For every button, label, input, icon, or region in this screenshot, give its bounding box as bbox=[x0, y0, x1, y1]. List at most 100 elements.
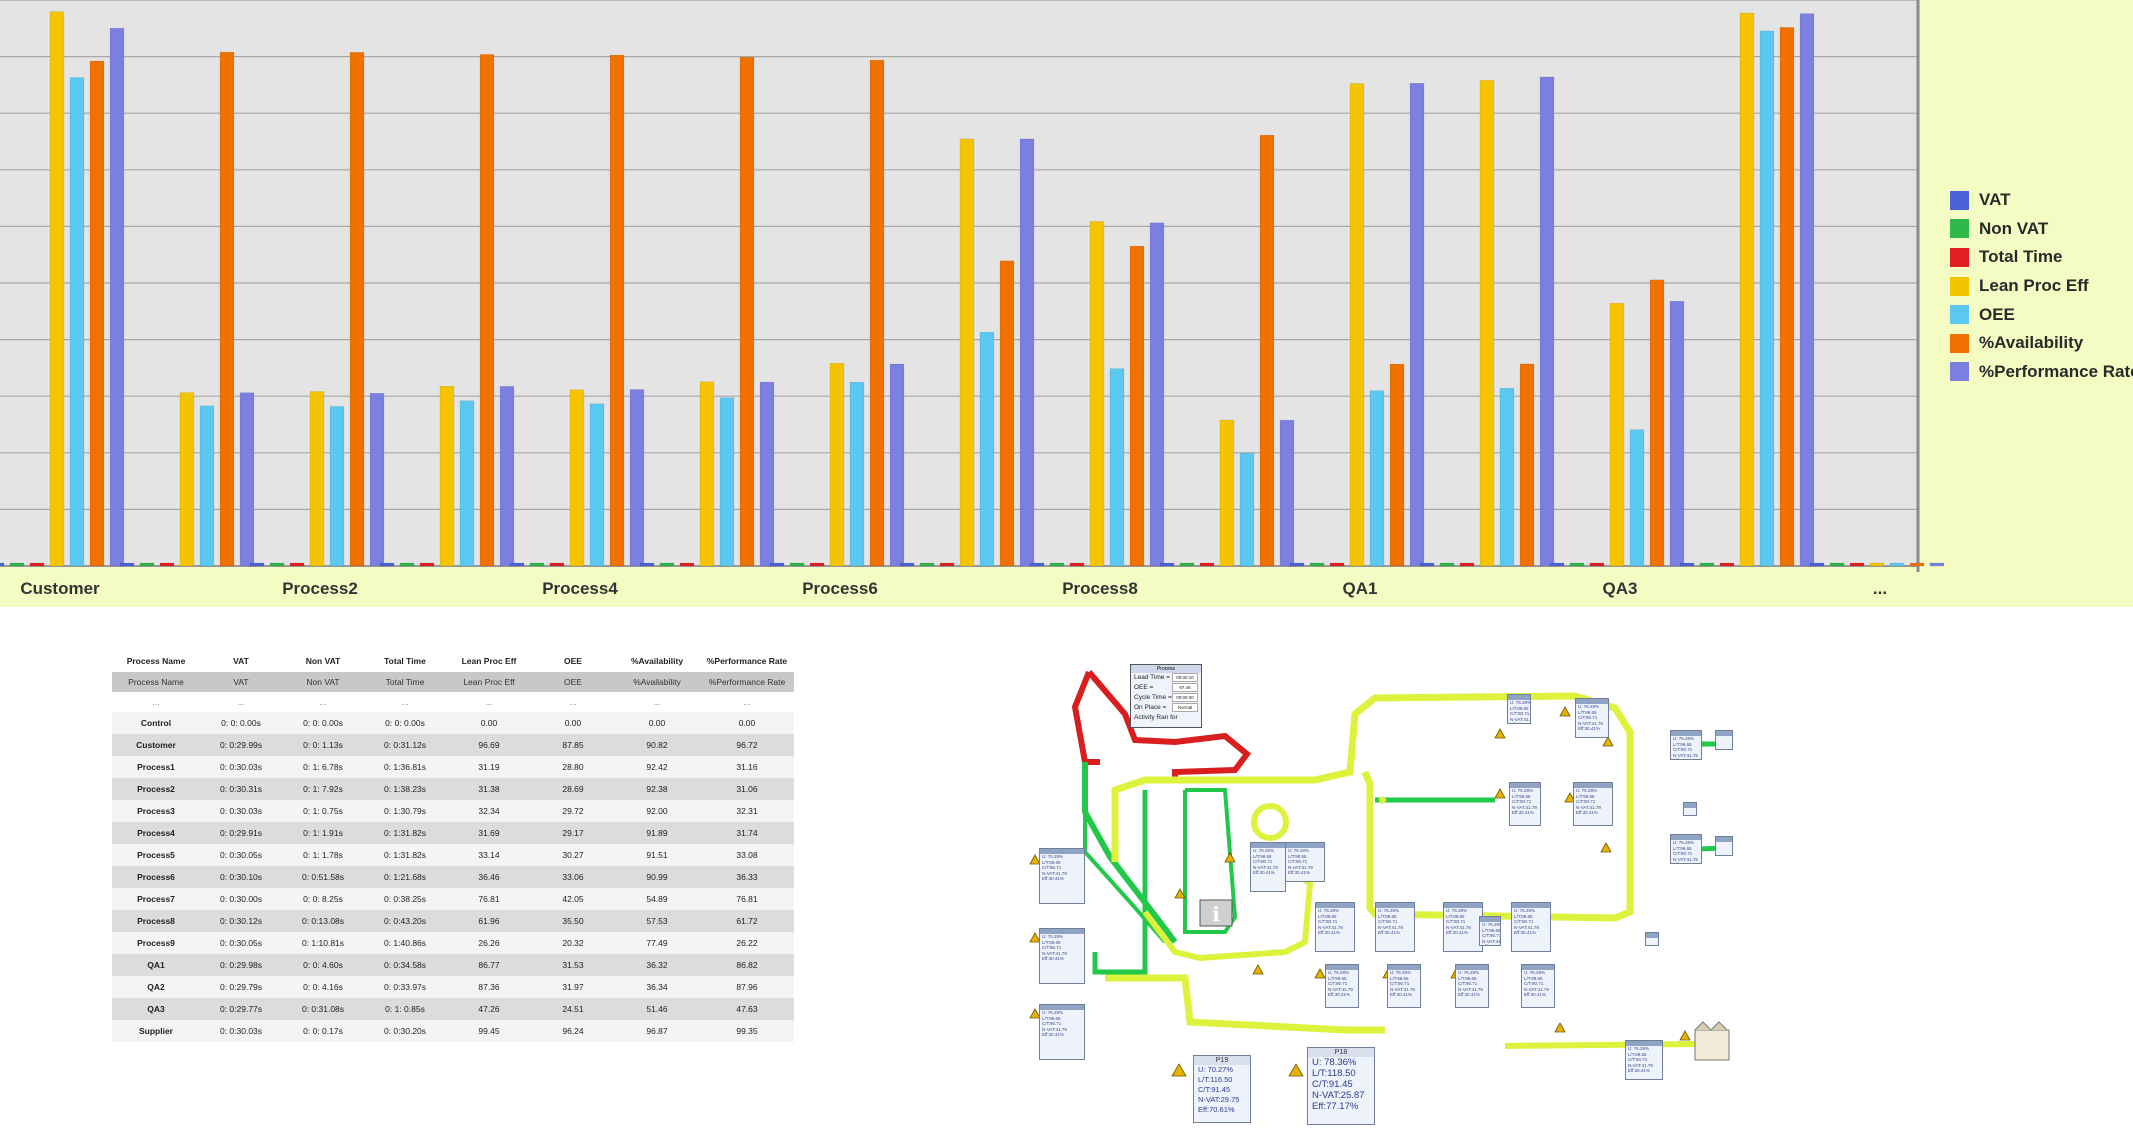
box-line: U: 76.28% bbox=[1042, 934, 1064, 939]
table-cell: 0: 0:30.10s bbox=[200, 866, 282, 888]
box-line: C/T:90.71 bbox=[1458, 981, 1478, 986]
table-cell: 0: 1:30.79s bbox=[364, 800, 446, 822]
bar-lean-proc-eff bbox=[699, 381, 715, 567]
process-box-header bbox=[1626, 1041, 1662, 1046]
bar-total-time bbox=[1459, 562, 1475, 567]
box-line: Eff:30.41% bbox=[1390, 992, 1412, 997]
box-line: C/T:90.71 bbox=[1328, 981, 1348, 986]
box-line: N-VAT:41.79 bbox=[1288, 864, 1313, 870]
table-cell: 0: 1: 6.78s bbox=[282, 756, 364, 778]
box-line: Eff:30.41% bbox=[1671, 758, 1701, 759]
box-line: N-VAT:29.75 bbox=[1198, 1095, 1240, 1104]
warning-icon bbox=[1559, 706, 1571, 717]
table-cell: 86.82 bbox=[700, 954, 794, 976]
legend-label: %Performance Rate bbox=[1979, 361, 2133, 381]
table-cell: 31.16 bbox=[700, 756, 794, 778]
box-line: Eff:30.41% bbox=[1628, 1068, 1650, 1073]
bar-lean-proc-eff bbox=[1479, 80, 1495, 567]
box-line: U: 76.28% bbox=[1576, 788, 1598, 793]
box-line: N-VAT:41.79 bbox=[1576, 804, 1601, 810]
table-row: Control 0: 0: 0.00s 0: 0: 0.00s 0: 0: 0.00s… bbox=[112, 712, 794, 734]
svg-text:i: i bbox=[1212, 902, 1220, 926]
bar-total-time bbox=[679, 562, 695, 567]
bar-total-time bbox=[1849, 562, 1865, 567]
table-cell: 0.00 bbox=[614, 712, 700, 734]
bar-non-vat bbox=[399, 562, 415, 567]
flow-map-canvas: i bbox=[1029, 670, 1730, 1077]
legend-swatch bbox=[1950, 362, 1969, 382]
bar--performance-rate bbox=[1929, 562, 1945, 567]
bar-non-vat bbox=[1309, 562, 1325, 567]
box-line: Eff:30.41% bbox=[1524, 992, 1546, 997]
table-cell: 33.06 bbox=[532, 866, 614, 888]
legend-item: Total Time bbox=[1950, 243, 2133, 272]
process-box-title: P19 bbox=[1194, 1056, 1250, 1065]
warning-icon bbox=[1171, 1063, 1187, 1077]
box-line: N-VAT:41.79 bbox=[1253, 864, 1278, 870]
table-cell: 0: 0:30.12s bbox=[200, 910, 282, 932]
warning-icon bbox=[1564, 792, 1576, 803]
bar--performance-rate bbox=[1019, 138, 1035, 567]
table-cell: 96.72 bbox=[700, 734, 794, 756]
bar--availability bbox=[1259, 134, 1275, 567]
route-yellow bbox=[1504, 1041, 1696, 1049]
box-line: L/T:99.65 bbox=[1514, 913, 1533, 919]
table-cell: Customer bbox=[112, 734, 200, 756]
table-row: QA1 0: 0:29.98s 0: 0: 4.60s 0: 0:34.58s 86.7… bbox=[112, 954, 794, 976]
box-line: L/T:116.50 bbox=[1198, 1075, 1233, 1084]
table-cell: 0: 0:29.91s bbox=[200, 822, 282, 844]
table-cell: 0: 0: 4.16s bbox=[282, 976, 364, 998]
process-box-header bbox=[1040, 849, 1084, 854]
table-cell: 26.26 bbox=[446, 932, 532, 954]
table-cell: 51.46 bbox=[614, 998, 700, 1020]
process-box: U: 76.28%L/T:99.65C/T:90.71N-VAT:41.79Ef… bbox=[1479, 916, 1501, 946]
x-tick-label: Process2 bbox=[282, 579, 358, 598]
box-line: L/T:99.65 bbox=[1318, 913, 1337, 919]
bar-vat bbox=[1289, 562, 1305, 567]
table-cell: 0: 0: 8.25s bbox=[282, 888, 364, 910]
table-cell: 0: 0:33.97s bbox=[364, 976, 446, 998]
bar-oee bbox=[1369, 390, 1385, 567]
table-cell: 31.19 bbox=[446, 756, 532, 778]
process-box bbox=[1715, 836, 1733, 856]
x-tick-label: Process4 bbox=[542, 579, 618, 598]
table-cell: 47.63 bbox=[700, 998, 794, 1020]
route-green bbox=[1082, 762, 1178, 944]
table-cell: Supplier bbox=[112, 1020, 200, 1042]
column-header: Lean Proc Eff bbox=[461, 656, 517, 666]
legend-label: VAT bbox=[1979, 190, 2011, 210]
table-cell: 32.31 bbox=[700, 800, 794, 822]
box-line: U: 76.28% bbox=[1514, 908, 1536, 913]
box-line: Eff:70.61% bbox=[1198, 1105, 1235, 1114]
table-cell: 99.45 bbox=[446, 1020, 532, 1042]
table-cell: 0: 1: 0.75s bbox=[282, 800, 364, 822]
table-header-row: Process Name VAT Non VAT Total Time Lean Pro… bbox=[112, 650, 794, 672]
route-green bbox=[1092, 790, 1148, 975]
bar-total-time bbox=[1199, 562, 1215, 567]
box-line: L/T:99.65 bbox=[1510, 705, 1529, 711]
table-cell: 31.53 bbox=[532, 954, 614, 976]
bar-chart: Customer Process2 Process4 Process6 Process8… bbox=[0, 0, 1945, 598]
box-line: N-VAT:41.79 bbox=[1390, 986, 1415, 992]
process-box-header bbox=[1716, 837, 1732, 842]
box-line: Eff:30.41% bbox=[1328, 992, 1350, 997]
box-line: Eff:30.41% bbox=[1042, 876, 1064, 881]
table-cell: 0: 1: 1.78s bbox=[282, 844, 364, 866]
process-box-p18: P18 U: 78.36% L/T:118.50 C/T:91.45 N-VAT… bbox=[1307, 1047, 1375, 1125]
bar--availability bbox=[1649, 279, 1665, 567]
column-header: OEE bbox=[564, 656, 582, 666]
bar-non-vat bbox=[659, 562, 675, 567]
process-box-header bbox=[1480, 917, 1500, 922]
box-line: U: 76.28% bbox=[1446, 908, 1468, 913]
table-cell: Process4 bbox=[112, 822, 200, 844]
bar-oee bbox=[589, 403, 605, 567]
box-line: L/T:99.65 bbox=[1328, 975, 1347, 981]
box-line: U: 76.28% bbox=[1378, 908, 1400, 913]
bar-vat bbox=[1679, 562, 1695, 567]
bar-total-time bbox=[289, 562, 305, 567]
bar-vat bbox=[1549, 562, 1565, 567]
table-cell: 0: 0: 0.00s bbox=[200, 712, 282, 734]
box-line: L/T:99.65 bbox=[1512, 793, 1531, 799]
